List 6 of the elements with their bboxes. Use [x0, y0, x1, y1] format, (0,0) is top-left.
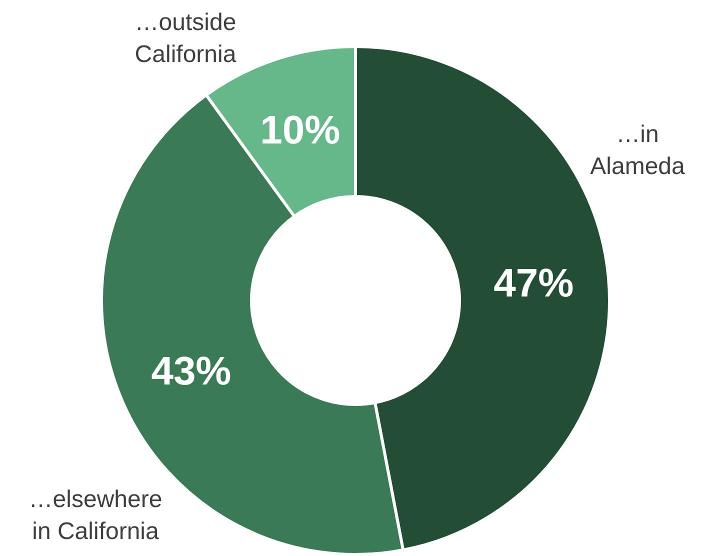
data-label: 10%	[260, 108, 340, 152]
slice-label: …outside California	[134, 8, 237, 68]
slice-label: …in Alameda	[590, 120, 686, 180]
data-label: 47%	[494, 262, 574, 306]
slice-label: …elsewhere in California	[28, 486, 162, 546]
data-label: 43%	[151, 350, 232, 394]
